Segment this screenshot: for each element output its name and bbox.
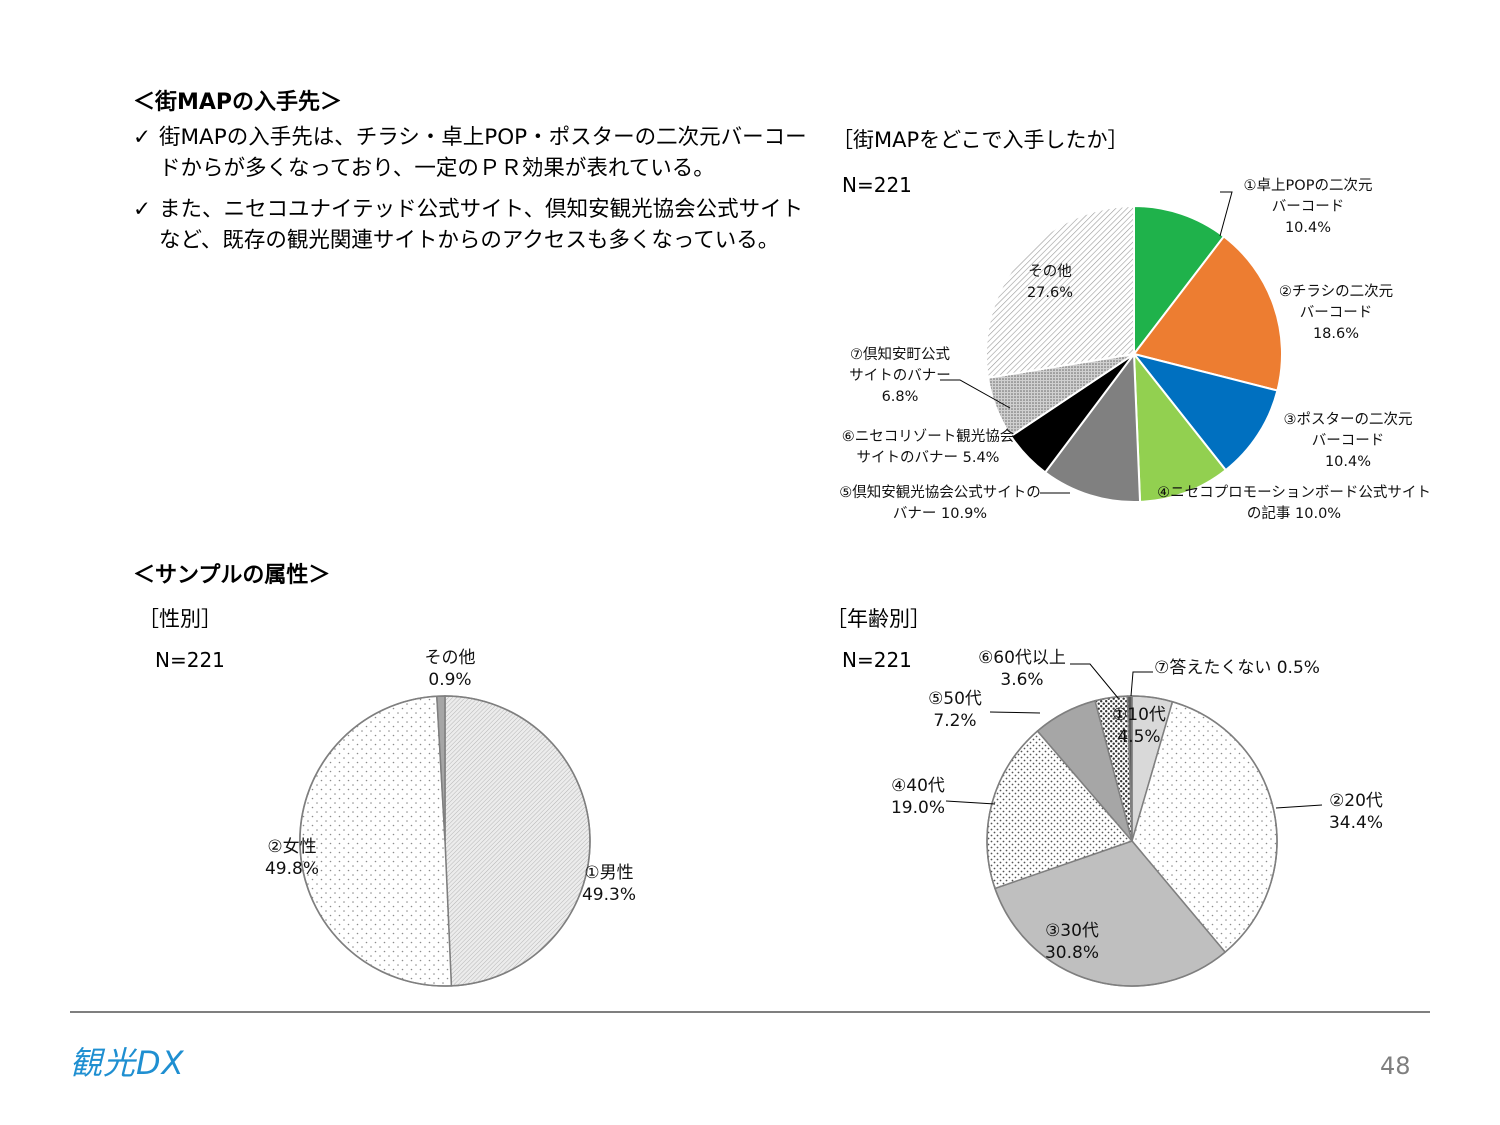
leader-line bbox=[945, 800, 996, 805]
section-heading-sample: ＜サンプルの属性＞ bbox=[133, 563, 331, 588]
pie-outline bbox=[986, 695, 1278, 987]
leader-line bbox=[989, 711, 1041, 714]
slice-label: ⑥60代以上 3.6% bbox=[978, 648, 1066, 690]
slice-label: ④40代 19.0% bbox=[891, 776, 945, 818]
bullet-text: また、ニセコユナイテッド公式サイト、倶知安観光協会公式サイトなど、既存の観光関連… bbox=[159, 197, 804, 253]
slice-label: ③ポスターの二次元バーコード 10.4% bbox=[1284, 411, 1413, 470]
brand-logo: 観光DX bbox=[70, 1044, 185, 1082]
pie-slice bbox=[1132, 350, 1228, 503]
footer-divider bbox=[70, 1011, 1430, 1013]
slice-label: ⑦倶知安町公式サイトのバナー 6.8% bbox=[849, 346, 951, 405]
pie-slice bbox=[1043, 351, 1142, 503]
slice-label: ①10代 4.5% bbox=[1112, 705, 1166, 747]
slice-label: その他 0.9% bbox=[425, 648, 476, 690]
gender-pie-chart: ①男性 49.3% ②女性 49.8% その他 0.9% bbox=[265, 648, 636, 987]
slice-label: ①男性 49.3% bbox=[582, 863, 636, 905]
age-chart-n: N=221 bbox=[842, 648, 912, 672]
map-chart-n: N=221 bbox=[842, 173, 912, 197]
bullet-item: ✓ 街MAPの入手先は、チラシ・卓上POP・ポスターの二次元バーコードからが多くな… bbox=[133, 122, 823, 184]
age-chart-title: ［年齢別］ bbox=[826, 607, 931, 631]
pie-slice bbox=[1131, 352, 1279, 472]
slice-label: ③30代 30.8% bbox=[1045, 921, 1099, 963]
summary-bullets: ✓ 街MAPの入手先は、チラシ・卓上POP・ポスターの二次元バーコードからが多くな… bbox=[133, 122, 823, 266]
leader-line bbox=[1070, 663, 1119, 699]
slice-label: ⑥ニセコリゾート観光協会サイトのバナー 5.4% bbox=[842, 428, 1015, 466]
slice-label: ⑤50代 7.2% bbox=[928, 689, 982, 731]
map-pie-chart: ①卓上POPの二次元バーコード 10.4% ②チラシの二次元バーコード 18.6% ③ポ… bbox=[839, 177, 1431, 522]
map-chart-title: ［街MAPをどこで入手したか］ bbox=[832, 128, 1129, 152]
slice-label: ②チラシの二次元バーコード 18.6% bbox=[1279, 283, 1393, 342]
pie-slice bbox=[299, 695, 453, 987]
bullet-item: ✓ また、ニセコユナイテッド公式サイト、倶知安観光協会公式サイトなど、既存の観光関… bbox=[133, 194, 823, 256]
gender-chart-title: ［性別］ bbox=[138, 607, 222, 631]
slice-label: ②20代 34.4% bbox=[1329, 791, 1383, 833]
pie-outline bbox=[299, 695, 591, 987]
leader-line bbox=[1275, 804, 1323, 809]
gender-chart-n: N=221 bbox=[155, 648, 225, 672]
leader-line bbox=[1219, 191, 1233, 237]
bullet-text: 街MAPの入手先は、チラシ・卓上POP・ポスターの二次元バーコードからが多くなっ… bbox=[159, 125, 807, 181]
slice-label: その他 27.6% bbox=[1027, 263, 1073, 301]
slice-label: ④ニセコプロモーションボード公式サイトの記事 10.0% bbox=[1157, 484, 1431, 522]
pie-slice bbox=[444, 695, 591, 987]
slice-label: ⑦答えたくない 0.5% bbox=[1154, 658, 1320, 678]
slice-label: ①卓上POPの二次元バーコード 10.4% bbox=[1244, 177, 1373, 236]
pie-slice bbox=[985, 204, 1135, 379]
page-number: 48 bbox=[1380, 1052, 1411, 1080]
slice-label: ⑤倶知安観光協会公式サイトのバナー 10.9% bbox=[839, 484, 1041, 522]
leader-line bbox=[940, 379, 1011, 409]
check-icon: ✓ bbox=[133, 125, 152, 150]
slice-label: ②女性 49.8% bbox=[265, 837, 319, 879]
pie-slice bbox=[1132, 235, 1283, 392]
pie-slice bbox=[1133, 204, 1226, 357]
section-heading-acquisition: ＜街MAPの入手先＞ bbox=[133, 90, 343, 115]
leader-line bbox=[1130, 671, 1153, 697]
check-icon: ✓ bbox=[133, 197, 152, 222]
age-pie-chart: ①10代 4.5% ②20代 34.4% ③30代 30.8% ④40代 19.0% ⑤50代 7… bbox=[891, 648, 1383, 987]
